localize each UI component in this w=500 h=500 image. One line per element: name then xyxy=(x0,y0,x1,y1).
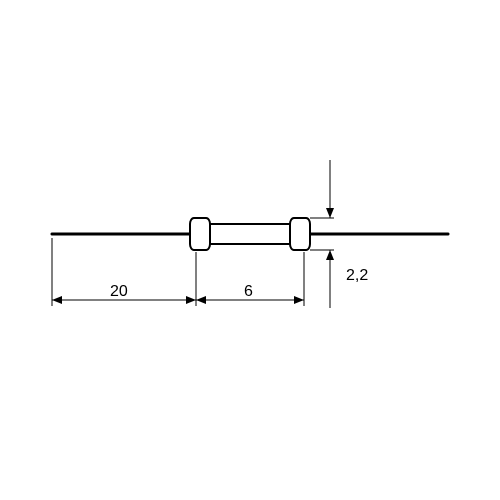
dim-lead-length: 20 xyxy=(110,283,128,300)
resistor-component xyxy=(52,218,448,250)
resistor-body xyxy=(196,224,304,244)
resistor-cap-left xyxy=(190,218,210,250)
resistor-cap-right xyxy=(290,218,310,250)
dim-diameter: 2,2 xyxy=(346,267,368,284)
resistor-dimension-diagram: 20 6 2,2 xyxy=(0,0,500,500)
dim-body-length: 6 xyxy=(244,283,253,300)
